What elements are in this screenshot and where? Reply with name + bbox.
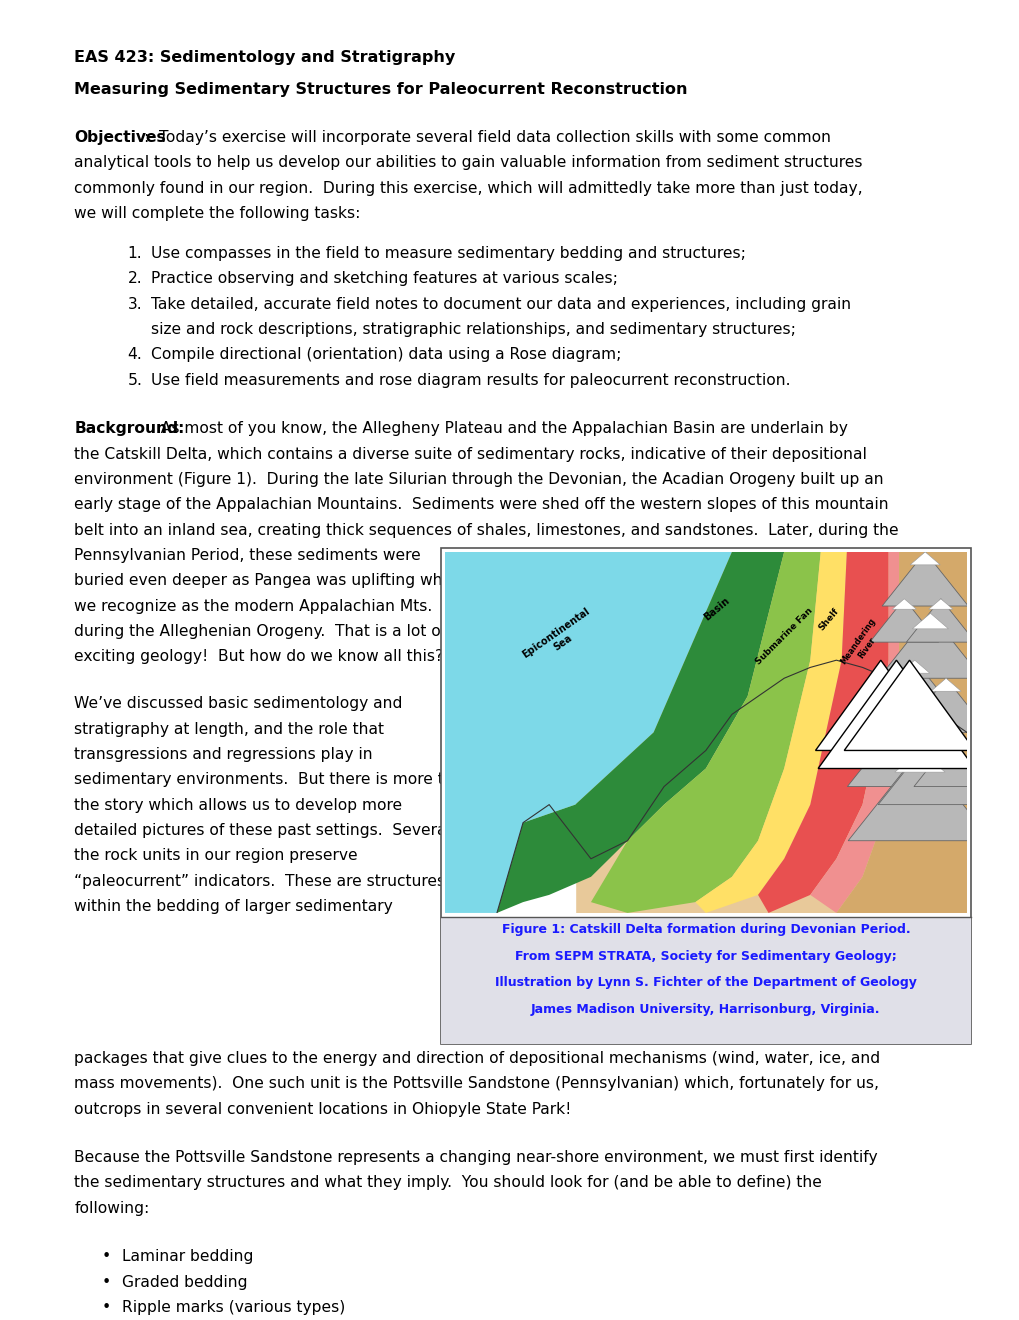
Polygon shape	[899, 660, 929, 673]
Text: “paleocurrent” indicators.  These are structures: “paleocurrent” indicators. These are str…	[74, 874, 445, 888]
Polygon shape	[880, 722, 916, 737]
Text: •: •	[102, 1300, 111, 1315]
Text: analytical tools to help us develop our abilities to gain valuable information f: analytical tools to help us develop our …	[74, 156, 862, 170]
Text: packages that give clues to the energy and direction of depositional mechanisms : packages that give clues to the energy a…	[74, 1051, 879, 1065]
Text: Ripple marks (various types): Ripple marks (various types)	[122, 1300, 345, 1315]
Polygon shape	[590, 552, 820, 913]
Text: Compile directional (orientation) data using a Rose diagram;: Compile directional (orientation) data u…	[151, 347, 621, 362]
Text: Laminar bedding: Laminar bedding	[122, 1250, 254, 1265]
Bar	[444, 552, 575, 913]
Text: Basin: Basin	[701, 595, 731, 622]
Text: during the Alleghenian Orogeny.  That is a lot of: during the Alleghenian Orogeny. That is …	[74, 624, 446, 639]
Text: As most of you know, the Allegheny Plateau and the Appalachian Basin are underla: As most of you know, the Allegheny Plate…	[151, 421, 848, 436]
Bar	[440, 548, 970, 1044]
Text: Practice observing and sketching features at various scales;: Practice observing and sketching feature…	[151, 271, 618, 286]
Polygon shape	[928, 599, 952, 610]
Text: environment (Figure 1).  During the late Silurian through the Devonian, the Acad: environment (Figure 1). During the late …	[74, 471, 883, 487]
Text: Background:: Background:	[74, 421, 184, 436]
Polygon shape	[892, 599, 915, 610]
Text: Take detailed, accurate field notes to document our data and experiences, includ: Take detailed, accurate field notes to d…	[151, 297, 850, 312]
Polygon shape	[444, 552, 732, 913]
Text: Illustration by Lynn S. Fichter of the Department of Geology: Illustration by Lynn S. Fichter of the D…	[494, 977, 916, 990]
Polygon shape	[930, 678, 960, 692]
Polygon shape	[894, 751, 945, 772]
Text: 4.: 4.	[127, 347, 142, 362]
Text: 5.: 5.	[127, 372, 143, 388]
Polygon shape	[817, 660, 974, 768]
Text: We’ve discussed basic sedimentology and: We’ve discussed basic sedimentology and	[74, 697, 403, 711]
Text: 1.: 1.	[127, 246, 142, 261]
Text: Meandering
River: Meandering River	[839, 616, 886, 672]
Text: Because the Pottsville Sandstone represents a changing near-shore environment, w: Because the Pottsville Sandstone represe…	[74, 1150, 877, 1166]
Text: size and rock descriptions, stratigraphic relationships, and sedimentary structu: size and rock descriptions, stratigraphi…	[151, 322, 795, 337]
Text: detailed pictures of these past settings.  Several of: detailed pictures of these past settings…	[74, 824, 471, 838]
Text: Graded bedding: Graded bedding	[122, 1275, 248, 1290]
Polygon shape	[877, 733, 993, 805]
Text: following:: following:	[74, 1201, 150, 1216]
Text: EAS 423: Sedimentology and Stratigraphy: EAS 423: Sedimentology and Stratigraphy	[74, 50, 455, 65]
Text: within the bedding of larger sedimentary: within the bedding of larger sedimentary	[74, 899, 393, 915]
Polygon shape	[906, 599, 974, 642]
Text: James Madison University, Harrisonburg, Virginia.: James Madison University, Harrisonburg, …	[531, 1003, 879, 1016]
Text: stratigraphy at length, and the role that: stratigraphy at length, and the role tha…	[74, 722, 384, 737]
Text: early stage of the Appalachian Mountains.  Sediments were shed off the western s: early stage of the Appalachian Mountains…	[74, 498, 889, 512]
Text: the Catskill Delta, which contains a diverse suite of sedimentary rocks, indicat: the Catskill Delta, which contains a div…	[74, 446, 866, 462]
Polygon shape	[881, 552, 967, 606]
Polygon shape	[877, 614, 981, 678]
Text: Epicontinental
Sea: Epicontinental Sea	[520, 606, 598, 669]
Text: Submarine Fan: Submarine Fan	[753, 606, 813, 667]
Text: the story which allows us to develop more: the story which allows us to develop mor…	[74, 797, 403, 813]
Text: the rock units in our region preserve: the rock units in our region preserve	[74, 849, 358, 863]
Text: 2.: 2.	[127, 271, 142, 286]
Text: we will complete the following tasks:: we will complete the following tasks:	[74, 206, 361, 220]
Text: we recognize as the modern Appalachian Mts.: we recognize as the modern Appalachian M…	[74, 598, 432, 614]
Polygon shape	[911, 614, 948, 628]
Polygon shape	[695, 552, 846, 913]
Polygon shape	[864, 678, 921, 714]
Text: buried even deeper as Pangea was uplifting what: buried even deeper as Pangea was uplifti…	[74, 573, 458, 589]
Text: :  Today’s exercise will incorporate several field data collection skills with s: : Today’s exercise will incorporate seve…	[145, 129, 830, 145]
Text: Pennsylvanian Period, these sediments were: Pennsylvanian Period, these sediments we…	[74, 548, 421, 562]
Polygon shape	[869, 599, 937, 642]
Polygon shape	[913, 739, 987, 787]
Polygon shape	[815, 660, 946, 751]
Polygon shape	[848, 751, 990, 841]
Polygon shape	[915, 733, 955, 750]
Polygon shape	[844, 660, 974, 751]
Text: belt into an inland sea, creating thick sequences of shales, limestones, and san: belt into an inland sea, creating thick …	[74, 523, 898, 537]
Text: transgressions and regressions play in: transgressions and regressions play in	[74, 747, 373, 762]
Text: Objectives: Objectives	[74, 129, 166, 145]
Polygon shape	[809, 552, 966, 913]
Polygon shape	[809, 552, 898, 913]
Polygon shape	[847, 722, 950, 787]
Text: sedimentary environments.  But there is more to: sedimentary environments. But there is m…	[74, 772, 453, 788]
Text: •: •	[102, 1250, 111, 1265]
Polygon shape	[909, 552, 940, 565]
Text: 3.: 3.	[127, 297, 142, 312]
Polygon shape	[902, 678, 988, 733]
Text: exciting geology!  But how do we know all this?: exciting geology! But how do we know all…	[74, 649, 443, 664]
Text: Use compasses in the field to measure sedimentary bedding and structures;: Use compasses in the field to measure se…	[151, 246, 745, 261]
Polygon shape	[871, 660, 957, 714]
Text: Measuring Sedimentary Structures for Paleocurrent Reconstruction: Measuring Sedimentary Structures for Pal…	[74, 82, 687, 96]
Text: Shelf: Shelf	[816, 606, 840, 632]
Text: commonly found in our region.  During this exercise, which will admittedly take : commonly found in our region. During thi…	[74, 181, 862, 195]
Text: From SEPM STRATA, Society for Sedimentary Geology;: From SEPM STRATA, Society for Sedimentar…	[515, 950, 896, 962]
Polygon shape	[757, 552, 888, 913]
Text: outcrops in several convenient locations in Ohiopyle State Park!: outcrops in several convenient locations…	[74, 1102, 572, 1117]
Text: mass movements).  One such unit is the Pottsville Sandstone (Pennsylvanian) whic: mass movements). One such unit is the Po…	[74, 1076, 878, 1092]
Text: •: •	[102, 1275, 111, 1290]
Polygon shape	[937, 739, 963, 751]
Bar	[444, 552, 627, 696]
Text: Figure 1: Catskill Delta formation during Devonian Period.: Figure 1: Catskill Delta formation durin…	[501, 923, 909, 936]
Polygon shape	[882, 678, 903, 686]
Text: Use field measurements and rose diagram results for paleocurrent reconstruction.: Use field measurements and rose diagram …	[151, 372, 790, 388]
Text: the sedimentary structures and what they imply.  You should look for (and be abl: the sedimentary structures and what they…	[74, 1176, 821, 1191]
Bar	[440, 917, 970, 1044]
Polygon shape	[496, 552, 784, 913]
